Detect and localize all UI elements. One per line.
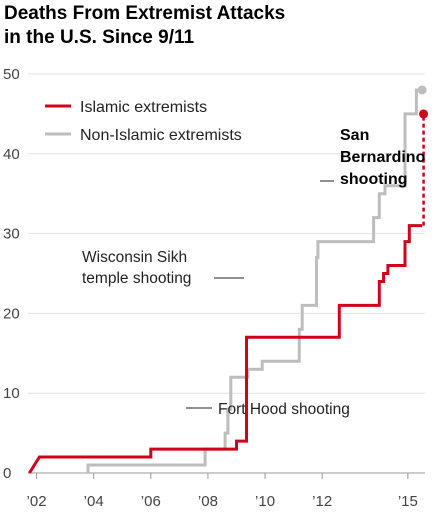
legend: Islamic extremists Non-Islamic extremists xyxy=(45,99,242,144)
annotation-fort-hood: Fort Hood shooting xyxy=(218,401,350,418)
x-tick-label: ’06 xyxy=(141,493,161,510)
annotation-san-bernardino-line-3: shooting xyxy=(340,171,408,188)
y-tick-label: 10 xyxy=(3,385,20,402)
gridlines xyxy=(28,73,425,474)
x-tick-label: ’04 xyxy=(84,493,104,510)
y-tick-label: 40 xyxy=(3,146,20,163)
annotation-san-bernardino-line-1: San xyxy=(340,127,369,144)
annotations: Wisconsin Sikh temple shooting Fort Hood s… xyxy=(82,127,426,418)
x-tick-label: ’15 xyxy=(398,493,418,510)
x-tick-label: ’12 xyxy=(312,493,332,510)
annotation-wisconsin-line-2: temple shooting xyxy=(82,270,191,287)
y-tick-label: 50 xyxy=(3,66,20,83)
y-tick-label: 0 xyxy=(3,465,11,482)
y-tick-label: 20 xyxy=(3,305,20,322)
series-endpoint-islamic xyxy=(419,109,429,119)
series-line-islamic xyxy=(28,224,423,474)
annotation-san-bernardino-line-2: Bernardino xyxy=(340,149,426,166)
series-line-non-islamic xyxy=(86,88,423,473)
chart-title: Deaths From Extremist Attacks in the U.S… xyxy=(4,2,429,50)
chart-title-line-1: Deaths From Extremist Attacks xyxy=(4,3,286,24)
x-tick-label: ’10 xyxy=(255,493,275,510)
x-tick-label: ’02 xyxy=(27,493,47,510)
x-tick-label: ’08 xyxy=(198,493,218,510)
legend-label-islamic: Islamic extremists xyxy=(80,99,207,116)
chart-title-line-2: in the U.S. Since 9/11 xyxy=(4,27,195,48)
series-lines xyxy=(28,85,429,474)
annotation-wisconsin-line-1: Wisconsin Sikh xyxy=(82,249,187,266)
series-endpoint-non-islamic xyxy=(417,85,427,95)
y-axis-ticks: 0 10 20 30 40 50 xyxy=(3,66,20,482)
y-tick-label: 30 xyxy=(3,226,20,243)
x-axis-ticks: ’02 ’04 ’06 ’08 ’10 ’12 ’15 xyxy=(27,473,418,510)
legend-label-non-islamic: Non-Islamic extremists xyxy=(80,127,242,144)
